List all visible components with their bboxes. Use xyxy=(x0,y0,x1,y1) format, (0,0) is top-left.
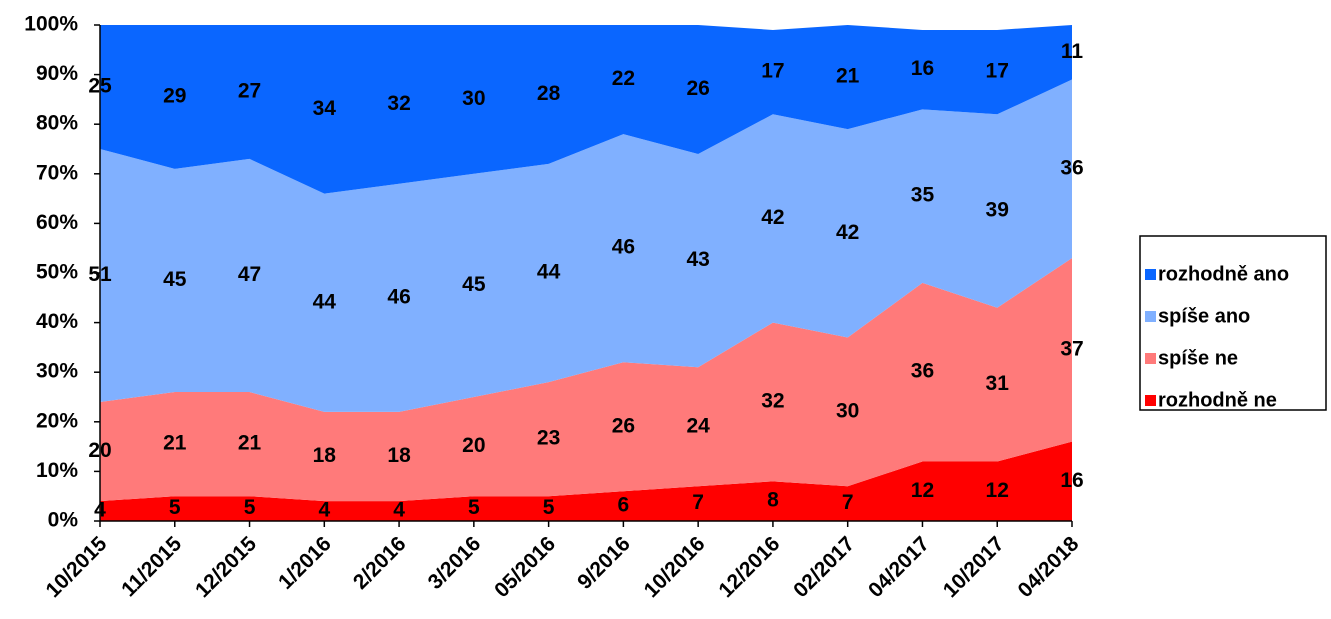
data-label: 4 xyxy=(318,499,330,522)
area xyxy=(100,25,1072,194)
legend-label: rozhodně ano xyxy=(1158,263,1289,285)
data-label: 37 xyxy=(1060,337,1083,360)
data-label: 46 xyxy=(612,236,635,259)
data-label: 47 xyxy=(238,263,261,286)
data-label: 16 xyxy=(1060,469,1083,492)
y-tick-label: 20% xyxy=(36,409,78,432)
y-tick-label: 30% xyxy=(36,360,78,383)
y-tick-label: 70% xyxy=(36,161,78,184)
data-label: 5 xyxy=(468,496,480,519)
data-label: 30 xyxy=(462,87,485,110)
data-label: 26 xyxy=(686,77,709,100)
y-tick-label: 80% xyxy=(36,112,78,135)
y-tick-label: 0% xyxy=(48,509,79,532)
legend-swatch xyxy=(1145,353,1156,364)
y-tick-label: 60% xyxy=(36,211,78,234)
data-label: 30 xyxy=(836,399,859,422)
x-tick-label: 04/2018 xyxy=(1014,532,1084,602)
y-tick-label: 100% xyxy=(24,13,78,36)
data-label: 39 xyxy=(986,199,1009,222)
data-label: 21 xyxy=(238,432,262,455)
data-label: 32 xyxy=(761,390,784,413)
legend-label: spíše ne xyxy=(1158,347,1238,369)
data-label: 12 xyxy=(911,479,934,502)
data-label: 34 xyxy=(313,97,337,120)
data-label: 45 xyxy=(462,273,486,296)
data-label: 18 xyxy=(313,444,337,467)
data-label: 5 xyxy=(169,496,181,519)
data-label: 27 xyxy=(238,80,261,103)
data-label: 8 xyxy=(767,489,779,512)
data-label: 16 xyxy=(911,57,934,80)
data-label: 35 xyxy=(911,184,935,207)
data-label: 18 xyxy=(387,444,411,467)
data-label: 7 xyxy=(692,491,704,514)
data-label: 46 xyxy=(387,285,410,308)
data-label: 21 xyxy=(836,65,860,88)
legend-label: spíše ano xyxy=(1158,305,1250,327)
data-label: 42 xyxy=(761,206,784,229)
data-label: 21 xyxy=(163,432,187,455)
x-tick-label: 10/2016 xyxy=(640,532,710,602)
legend-swatch xyxy=(1145,311,1156,322)
data-label: 24 xyxy=(686,414,710,437)
data-label: 17 xyxy=(761,60,784,83)
y-tick-label: 40% xyxy=(36,310,78,333)
data-label: 29 xyxy=(163,84,186,107)
data-label: 4 xyxy=(393,499,405,522)
data-label: 11 xyxy=(1061,40,1084,63)
data-label: 32 xyxy=(387,92,410,115)
x-tick-label: 10/2015 xyxy=(42,532,112,602)
legend-box xyxy=(1139,235,1327,411)
x-tick-label: 9/2016 xyxy=(573,532,635,594)
data-label: 26 xyxy=(612,414,635,437)
y-tick-label: 50% xyxy=(36,261,78,284)
data-label: 23 xyxy=(537,427,560,450)
data-label: 42 xyxy=(836,221,859,244)
y-tick-label: 90% xyxy=(36,62,78,85)
legend-label: rozhodně ne xyxy=(1158,389,1277,411)
x-tick-label: 05/2016 xyxy=(490,532,560,602)
x-tick-label: 12/2015 xyxy=(191,532,261,602)
data-label: 20 xyxy=(462,434,485,457)
legend-swatch xyxy=(1145,395,1156,406)
x-tick-label: 1/2016 xyxy=(274,532,336,594)
x-tick-label: 02/2017 xyxy=(789,532,859,602)
legend-swatch xyxy=(1145,269,1156,280)
x-tick-label: 10/2017 xyxy=(939,532,1009,602)
data-label: 44 xyxy=(537,261,561,284)
y-tick-label: 10% xyxy=(36,459,78,482)
data-label: 43 xyxy=(686,248,709,271)
data-label: 44 xyxy=(313,290,337,313)
data-label: 36 xyxy=(911,360,934,383)
x-tick-label: 12/2016 xyxy=(714,532,784,602)
data-label: 36 xyxy=(1060,156,1083,179)
data-label: 22 xyxy=(612,67,635,90)
data-label: 45 xyxy=(163,268,187,291)
data-label: 28 xyxy=(537,82,561,105)
data-label: 7 xyxy=(842,491,854,514)
data-label: 5 xyxy=(543,496,555,519)
area xyxy=(100,79,1072,412)
data-label: 5 xyxy=(244,496,256,519)
x-tick-label: 04/2017 xyxy=(864,532,934,602)
x-tick-label: 2/2016 xyxy=(349,532,411,594)
data-label: 6 xyxy=(618,494,630,517)
data-label: 31 xyxy=(986,372,1010,395)
area xyxy=(100,258,1072,502)
data-label: 12 xyxy=(986,479,1009,502)
data-label: 17 xyxy=(986,60,1009,83)
x-tick-label: 11/2015 xyxy=(117,532,186,601)
x-tick-label: 3/2016 xyxy=(424,532,486,594)
